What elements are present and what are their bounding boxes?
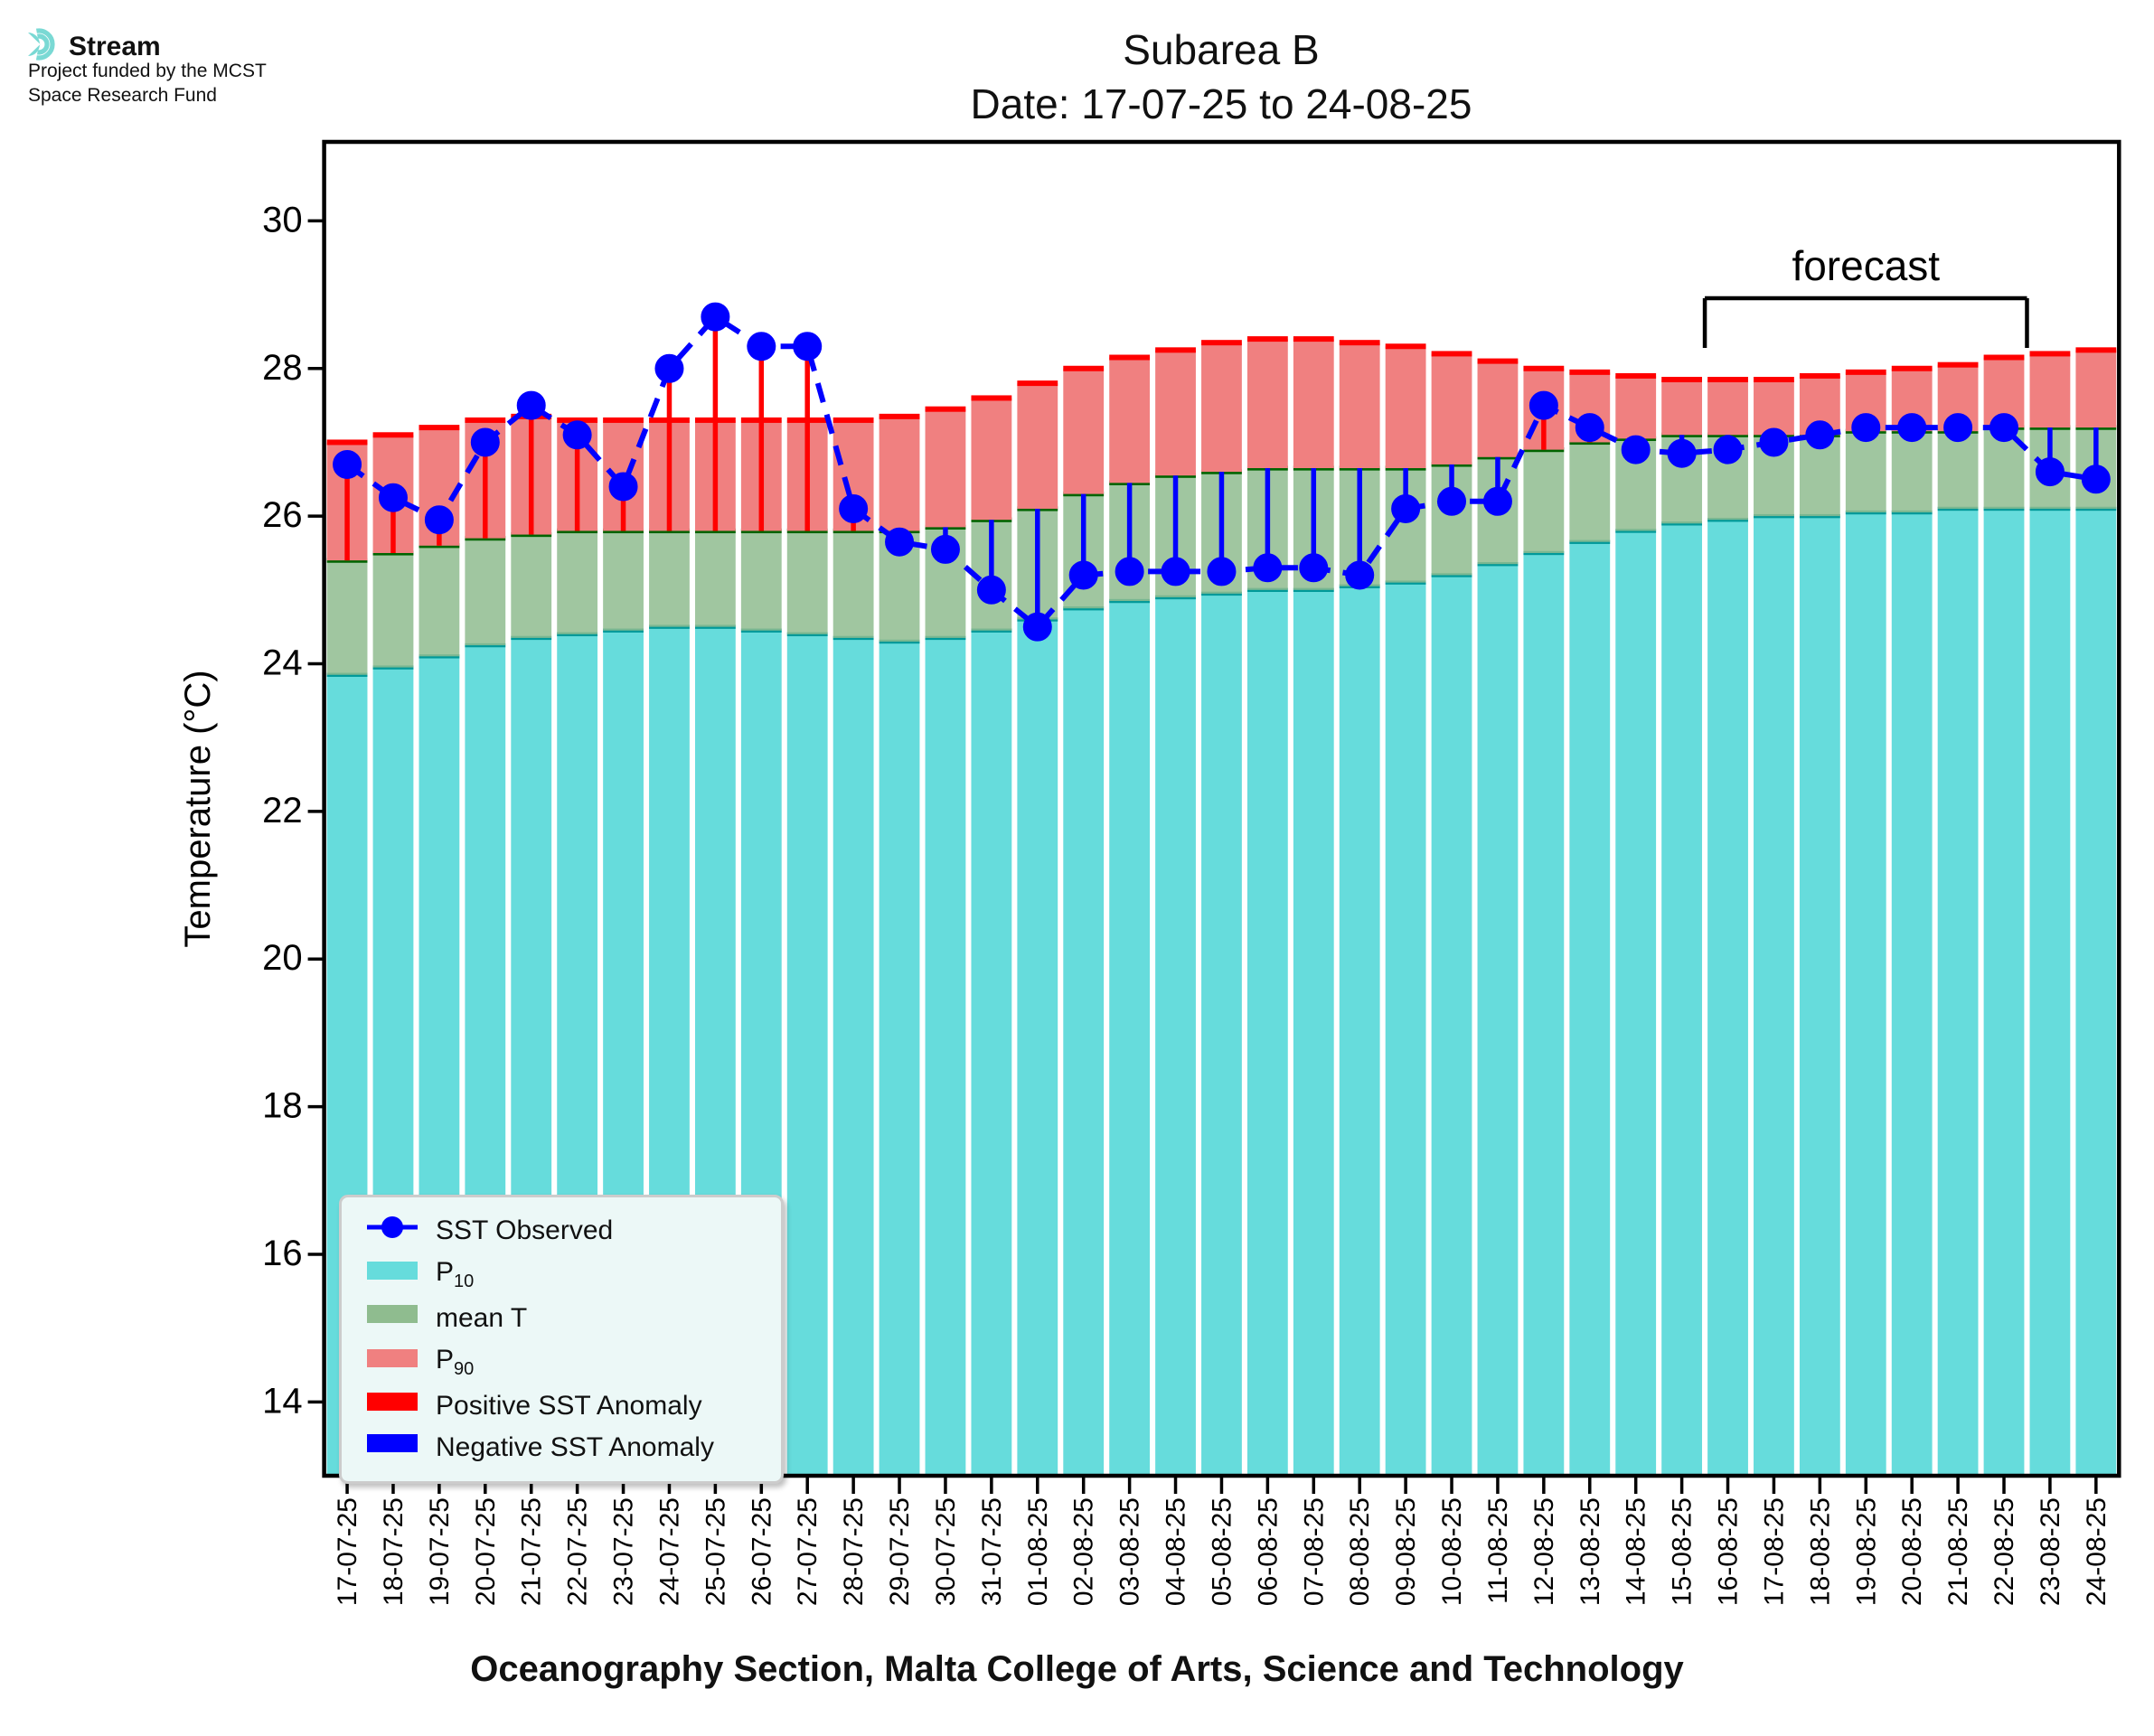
svg-text:30-07-25: 30-07-25	[931, 1497, 961, 1606]
svg-text:09-08-25: 09-08-25	[1391, 1497, 1421, 1606]
svg-text:24-07-25: 24-07-25	[654, 1497, 684, 1606]
svg-text:02-08-25: 02-08-25	[1069, 1497, 1099, 1606]
svg-text:14-08-25: 14-08-25	[1622, 1497, 1651, 1606]
svg-text:23-07-25: 23-07-25	[609, 1497, 639, 1606]
svg-text:25-07-25: 25-07-25	[701, 1497, 730, 1606]
svg-text:13-08-25: 13-08-25	[1576, 1497, 1605, 1606]
svg-text:15-08-25: 15-08-25	[1668, 1497, 1698, 1606]
svg-text:03-08-25: 03-08-25	[1115, 1497, 1145, 1606]
svg-text:29-07-25: 29-07-25	[885, 1497, 915, 1606]
svg-text:11-08-25: 11-08-25	[1483, 1497, 1513, 1604]
svg-text:08-08-25: 08-08-25	[1345, 1497, 1375, 1606]
svg-text:06-08-25: 06-08-25	[1253, 1497, 1283, 1606]
svg-text:26: 26	[262, 495, 303, 535]
svg-text:10-08-25: 10-08-25	[1437, 1497, 1467, 1606]
svg-text:31-07-25: 31-07-25	[977, 1497, 1007, 1606]
svg-text:forecast: forecast	[1792, 242, 1940, 289]
svg-text:21-07-25: 21-07-25	[517, 1497, 547, 1606]
svg-text:18-08-25: 18-08-25	[1805, 1497, 1835, 1606]
svg-text:26-07-25: 26-07-25	[747, 1497, 776, 1606]
svg-text:24: 24	[262, 643, 303, 682]
svg-text:23-08-25: 23-08-25	[2036, 1497, 2065, 1606]
svg-text:14: 14	[262, 1381, 303, 1421]
svg-text:20-08-25: 20-08-25	[1897, 1497, 1927, 1606]
svg-text:16: 16	[262, 1234, 303, 1273]
svg-text:12-08-25: 12-08-25	[1529, 1497, 1559, 1606]
svg-text:19-08-25: 19-08-25	[1851, 1497, 1881, 1606]
svg-text:16-08-25: 16-08-25	[1714, 1497, 1744, 1606]
svg-text:Temperature (°C): Temperature (°C)	[178, 670, 218, 947]
svg-text:04-08-25: 04-08-25	[1162, 1497, 1191, 1606]
svg-text:20-07-25: 20-07-25	[471, 1497, 501, 1606]
svg-text:27-07-25: 27-07-25	[793, 1497, 823, 1606]
svg-text:17-08-25: 17-08-25	[1759, 1497, 1789, 1606]
svg-text:28: 28	[262, 348, 303, 388]
svg-text:20: 20	[262, 938, 303, 978]
svg-text:07-08-25: 07-08-25	[1299, 1497, 1329, 1606]
svg-text:18-07-25: 18-07-25	[379, 1497, 409, 1606]
svg-text:19-07-25: 19-07-25	[425, 1497, 455, 1606]
svg-text:22: 22	[262, 791, 303, 830]
svg-text:22-07-25: 22-07-25	[563, 1497, 593, 1606]
svg-text:30: 30	[262, 200, 303, 239]
svg-text:18: 18	[262, 1086, 303, 1126]
svg-text:28-07-25: 28-07-25	[839, 1497, 869, 1606]
svg-text:21-08-25: 21-08-25	[1943, 1497, 1973, 1606]
svg-text:01-08-25: 01-08-25	[1023, 1497, 1053, 1606]
svg-text:24-08-25: 24-08-25	[2082, 1497, 2112, 1606]
svg-text:17-07-25: 17-07-25	[333, 1497, 362, 1606]
svg-text:22-08-25: 22-08-25	[1989, 1497, 2019, 1606]
svg-text:Stream: Stream	[69, 32, 161, 61]
svg-text:05-08-25: 05-08-25	[1207, 1497, 1237, 1606]
